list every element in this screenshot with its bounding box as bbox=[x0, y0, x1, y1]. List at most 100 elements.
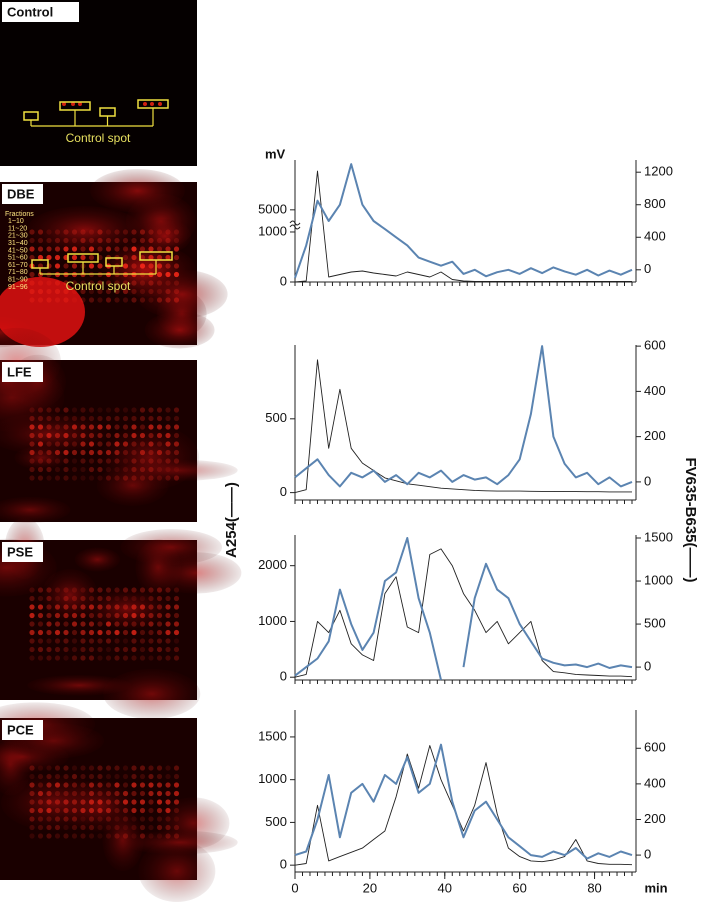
spot bbox=[29, 655, 35, 661]
spot bbox=[63, 833, 69, 839]
spot bbox=[173, 449, 180, 456]
spot bbox=[88, 824, 95, 831]
spot bbox=[88, 604, 95, 610]
spot bbox=[148, 612, 154, 619]
spot bbox=[143, 102, 147, 106]
spot bbox=[173, 765, 180, 771]
spot bbox=[131, 254, 137, 261]
spot bbox=[105, 773, 112, 780]
spot bbox=[148, 280, 154, 286]
spot bbox=[114, 595, 120, 602]
spot bbox=[37, 604, 44, 610]
spot bbox=[131, 297, 137, 303]
spot bbox=[173, 254, 180, 261]
spot bbox=[156, 475, 163, 481]
spot bbox=[97, 415, 103, 422]
spot bbox=[148, 424, 154, 430]
spot bbox=[37, 799, 44, 805]
spot bbox=[29, 288, 35, 295]
spot bbox=[46, 595, 52, 602]
spot bbox=[122, 415, 129, 422]
spot bbox=[131, 237, 137, 244]
spot bbox=[71, 646, 78, 653]
y2-tick-label: 500 bbox=[644, 616, 666, 631]
texture bbox=[144, 311, 215, 349]
spot bbox=[122, 824, 129, 831]
spot bbox=[37, 280, 44, 286]
spot bbox=[29, 638, 35, 644]
spot bbox=[105, 655, 112, 661]
spot bbox=[122, 297, 129, 303]
texture bbox=[27, 675, 132, 696]
spot bbox=[173, 655, 180, 661]
spot bbox=[148, 466, 154, 473]
spot bbox=[148, 246, 154, 252]
y2-tick-label: 200 bbox=[644, 811, 666, 826]
spot bbox=[54, 415, 61, 422]
y-axis-label: A254(——) bbox=[223, 482, 240, 558]
spot bbox=[37, 587, 44, 593]
spot bbox=[131, 833, 137, 839]
spot bbox=[148, 782, 154, 788]
spot bbox=[173, 466, 180, 473]
spot bbox=[37, 441, 44, 447]
spot bbox=[63, 765, 69, 771]
spot bbox=[54, 807, 61, 814]
spot bbox=[165, 833, 171, 839]
spot bbox=[29, 441, 35, 447]
spot bbox=[156, 246, 163, 252]
spot bbox=[37, 432, 44, 439]
spot bbox=[148, 629, 154, 636]
spot bbox=[139, 816, 146, 822]
spot bbox=[71, 466, 78, 473]
spot bbox=[131, 638, 137, 644]
fraction-label: 51~60 bbox=[8, 255, 28, 262]
spot bbox=[46, 237, 52, 244]
spot bbox=[29, 621, 35, 627]
spot bbox=[173, 475, 180, 481]
spot bbox=[156, 604, 163, 610]
fraction-label: 81~90 bbox=[8, 277, 28, 284]
spot bbox=[97, 604, 103, 610]
spot bbox=[156, 297, 163, 303]
spot bbox=[71, 237, 78, 244]
spot bbox=[88, 441, 95, 447]
spot bbox=[88, 765, 95, 771]
spot bbox=[80, 621, 86, 627]
texture bbox=[149, 552, 242, 594]
spot bbox=[173, 229, 180, 235]
spot bbox=[139, 833, 146, 839]
spot bbox=[37, 629, 44, 636]
spot bbox=[156, 824, 163, 831]
spot bbox=[139, 297, 146, 303]
spot bbox=[156, 638, 163, 644]
panel-label: DBE bbox=[7, 186, 35, 201]
y2-tick-label: 400 bbox=[644, 229, 666, 244]
spot bbox=[71, 638, 78, 644]
spot bbox=[148, 297, 154, 303]
spot bbox=[37, 612, 44, 619]
spot bbox=[148, 790, 154, 797]
fraction-label: 41~50 bbox=[8, 247, 28, 254]
spot bbox=[80, 254, 86, 261]
spot bbox=[88, 407, 95, 413]
spot bbox=[122, 229, 129, 235]
texture bbox=[1, 775, 108, 831]
spot bbox=[97, 475, 103, 481]
spot bbox=[173, 604, 180, 610]
spot bbox=[80, 297, 86, 303]
label-box bbox=[2, 184, 43, 204]
x-tick-label: 80 bbox=[587, 880, 601, 895]
spot bbox=[105, 604, 112, 610]
x-tick-label: 20 bbox=[363, 880, 377, 895]
spot bbox=[37, 466, 44, 473]
spot bbox=[156, 449, 163, 456]
spot bbox=[156, 263, 163, 269]
spot bbox=[46, 646, 52, 653]
spot bbox=[29, 824, 35, 831]
spot bbox=[88, 449, 95, 456]
spot bbox=[88, 646, 95, 653]
spot bbox=[148, 415, 154, 422]
spot bbox=[139, 807, 146, 814]
spot bbox=[139, 629, 146, 636]
